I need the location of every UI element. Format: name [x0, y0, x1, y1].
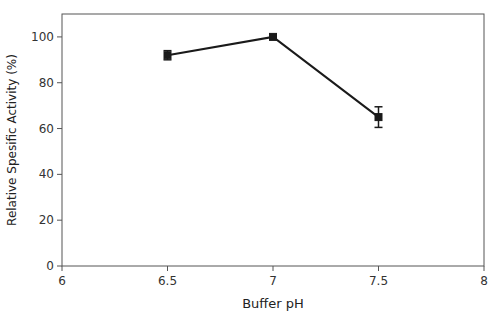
x-axis-label: Buffer pH: [242, 296, 304, 311]
y-tick-label: 80: [39, 76, 54, 90]
data-group: [164, 33, 383, 127]
x-tick: [273, 266, 274, 271]
y-tick: [57, 266, 62, 267]
x-tick-label: 8: [480, 274, 488, 288]
data-point: [164, 52, 171, 59]
error-cap: [375, 106, 383, 108]
x-tick-label: 7: [269, 274, 277, 288]
x-tick: [167, 266, 168, 271]
data-line: [168, 37, 379, 117]
data-point: [270, 33, 277, 40]
plot-frame: [62, 14, 484, 266]
y-tick: [57, 36, 62, 37]
x-tick-label: 6.5: [158, 274, 177, 288]
x-tick: [62, 266, 63, 271]
y-tick: [57, 220, 62, 221]
y-axis-label: Relative Spesific Activity (%): [5, 54, 19, 226]
chart-container: 66.577.58020406080100Buffer pHRelative S…: [0, 0, 500, 318]
x-tick-label: 7.5: [369, 274, 388, 288]
x-tick: [484, 266, 485, 271]
y-tick-label: 20: [39, 213, 54, 227]
error-bar: [375, 107, 383, 128]
error-cap: [164, 59, 172, 61]
data-point: [375, 114, 382, 121]
x-tick-label: 6: [58, 274, 66, 288]
error-cap: [375, 127, 383, 129]
y-tick: [57, 82, 62, 83]
chart-svg: 66.577.58020406080100Buffer pHRelative S…: [0, 0, 500, 318]
y-tick-label: 60: [39, 122, 54, 136]
error-bar: [164, 51, 172, 60]
y-tick: [57, 174, 62, 175]
x-tick: [378, 266, 379, 271]
error-cap: [164, 50, 172, 52]
y-tick-label: 0: [46, 259, 54, 273]
y-tick: [57, 128, 62, 129]
y-tick-label: 100: [31, 30, 54, 44]
y-tick-label: 40: [39, 167, 54, 181]
